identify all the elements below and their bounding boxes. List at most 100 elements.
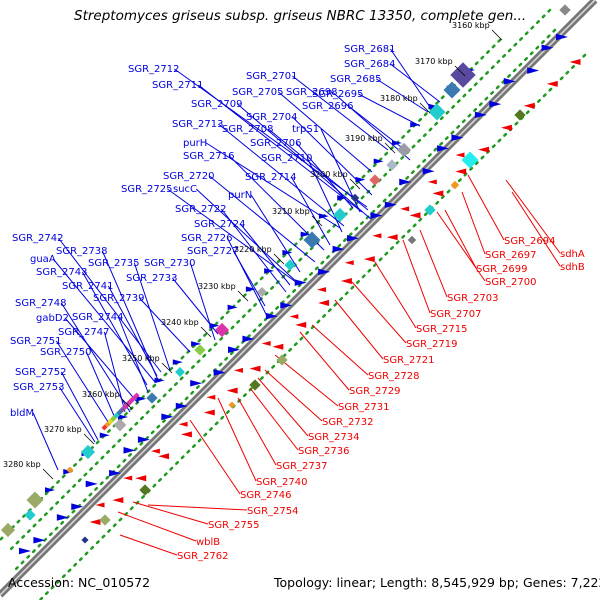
position-tick-mark <box>42 468 54 480</box>
forward-gene-arrow <box>71 503 84 510</box>
gene-leader-line <box>167 188 301 286</box>
gene-feature-block <box>443 81 461 99</box>
forward-gene-arrow <box>294 279 307 286</box>
reverse-gene-label: SGR_2699 <box>476 264 528 275</box>
forward-gene-label: SGR_2735 <box>88 258 140 269</box>
gene-leader-line <box>205 142 341 229</box>
forward-gene-label: trpS1 <box>292 124 319 135</box>
reverse-gene-label: SGR_2697 <box>485 250 537 261</box>
forward-gene-arrow <box>190 379 203 387</box>
forward-gene-arrow <box>213 369 226 376</box>
reverse-gene-arrow <box>233 367 243 373</box>
gene-feature-block <box>81 536 89 544</box>
reverse-gene-arrow <box>203 409 215 416</box>
gc-content-track <box>13 28 557 572</box>
gene-leader-line <box>117 316 149 393</box>
position-tick-mark <box>384 142 396 154</box>
gene-feature-block <box>175 367 185 377</box>
gene-feature-block <box>461 151 479 169</box>
gene-leader-line <box>147 504 248 511</box>
gene-leader-line <box>390 63 441 103</box>
gene-feature-block <box>66 466 74 474</box>
position-tick-label: 3180 kbp <box>380 94 418 103</box>
gene-leader-line <box>299 331 350 391</box>
forward-gene-arrow <box>346 234 359 242</box>
reverse-gene-arrow <box>432 190 444 197</box>
gene-leader-line <box>55 340 111 426</box>
reverse-gene-label: SGR_2694 <box>504 236 556 247</box>
gene-leader-line <box>461 191 486 255</box>
gene-feature-block <box>0 522 16 538</box>
gene-feature-block <box>350 193 360 203</box>
forward-gene-arrow <box>318 213 329 219</box>
forward-gene-label: bldM <box>10 408 34 419</box>
forward-gene-label: SGR_2714 <box>245 172 297 183</box>
reverse-gene-label: SGR_2715 <box>416 324 468 335</box>
gene-feature-block <box>194 344 206 356</box>
forward-gene-arrow <box>56 514 69 521</box>
gene-feature-block <box>113 418 127 432</box>
gene-leader-line <box>311 324 369 376</box>
forward-gene-label: SGR_2709 <box>191 99 243 110</box>
gene-feature-block <box>276 354 288 366</box>
forward-gene-arrow <box>118 414 129 420</box>
position-tick-label: 3160 kbp <box>452 21 490 30</box>
position-tick-label: 3200 kbp <box>310 170 348 179</box>
forward-gene-arrow <box>437 145 450 152</box>
position-tick-label: 3210 kbp <box>272 207 310 216</box>
gene-feature-block <box>450 180 460 190</box>
gene-leader-line <box>64 317 139 404</box>
forward-gene-label: SGR_2726 <box>181 233 233 244</box>
gene-leader-line <box>103 331 126 413</box>
position-tick-mark <box>237 290 249 302</box>
gene-leader-line <box>511 191 561 267</box>
forward-gene-arrow <box>384 201 397 209</box>
reverse-gene-arrow <box>318 299 330 306</box>
forward-gene-arrow <box>556 33 568 41</box>
forward-gene-label: purH <box>183 138 207 149</box>
forward-gene-arrow <box>264 268 275 274</box>
reverse-gene-arrow <box>95 502 105 508</box>
reverse-gene-arrow <box>158 453 170 460</box>
gene-leader-line <box>107 285 158 377</box>
forward-gene-label: SGR_2704 <box>246 112 298 123</box>
position-tick-mark <box>200 326 212 338</box>
gene-feature-block <box>139 484 151 496</box>
forward-gene-label: SGR_2681 <box>344 44 396 55</box>
reverse-gene-arrow <box>363 256 375 263</box>
gene-leader-line <box>52 258 156 383</box>
gene-leader-line <box>402 239 431 314</box>
reverse-gene-arrow <box>372 233 382 239</box>
forward-gene-arrow <box>282 249 293 256</box>
forward-gene-label: SGR_2730 <box>144 258 196 269</box>
gene-feature-block <box>257 287 267 297</box>
forward-gene-arrow <box>99 432 110 438</box>
forward-gene-arrow <box>154 377 165 384</box>
reverse-gene-arrow <box>150 448 160 454</box>
forward-gene-label: SGR_2753 <box>13 382 65 393</box>
gene-leader-line <box>419 229 448 298</box>
gene-feature-block <box>386 159 398 171</box>
reverse-gene-arrow <box>427 179 437 185</box>
gene-feature-block <box>559 4 571 16</box>
gene-leader-line <box>85 351 116 419</box>
forward-gene-label: SGR_2684 <box>344 59 396 70</box>
forward-gene-label: SGR_2747 <box>58 327 110 338</box>
forward-gene-arrow <box>474 111 487 119</box>
map-title: Streptomyces griseus subsp. griseus NBRC… <box>74 8 527 24</box>
reverse-gene-arrow <box>135 475 147 482</box>
gene-feature-block <box>332 207 348 223</box>
gene-feature-block <box>396 142 412 158</box>
forward-gene-label: sucC <box>173 184 197 195</box>
gene-feature-block <box>99 514 111 526</box>
gene-leader-line <box>249 387 299 451</box>
forward-gene-label: SGR_2744 <box>72 312 124 323</box>
gene-leader-line <box>358 93 421 127</box>
forward-gene-arrow <box>337 195 348 201</box>
forward-gene-label: SGR_2739 <box>93 293 145 304</box>
forward-gene-label: SGR_2748 <box>15 298 67 309</box>
forward-gene-arrow <box>422 167 435 175</box>
forward-gene-label: SGR_2712 <box>128 64 180 75</box>
